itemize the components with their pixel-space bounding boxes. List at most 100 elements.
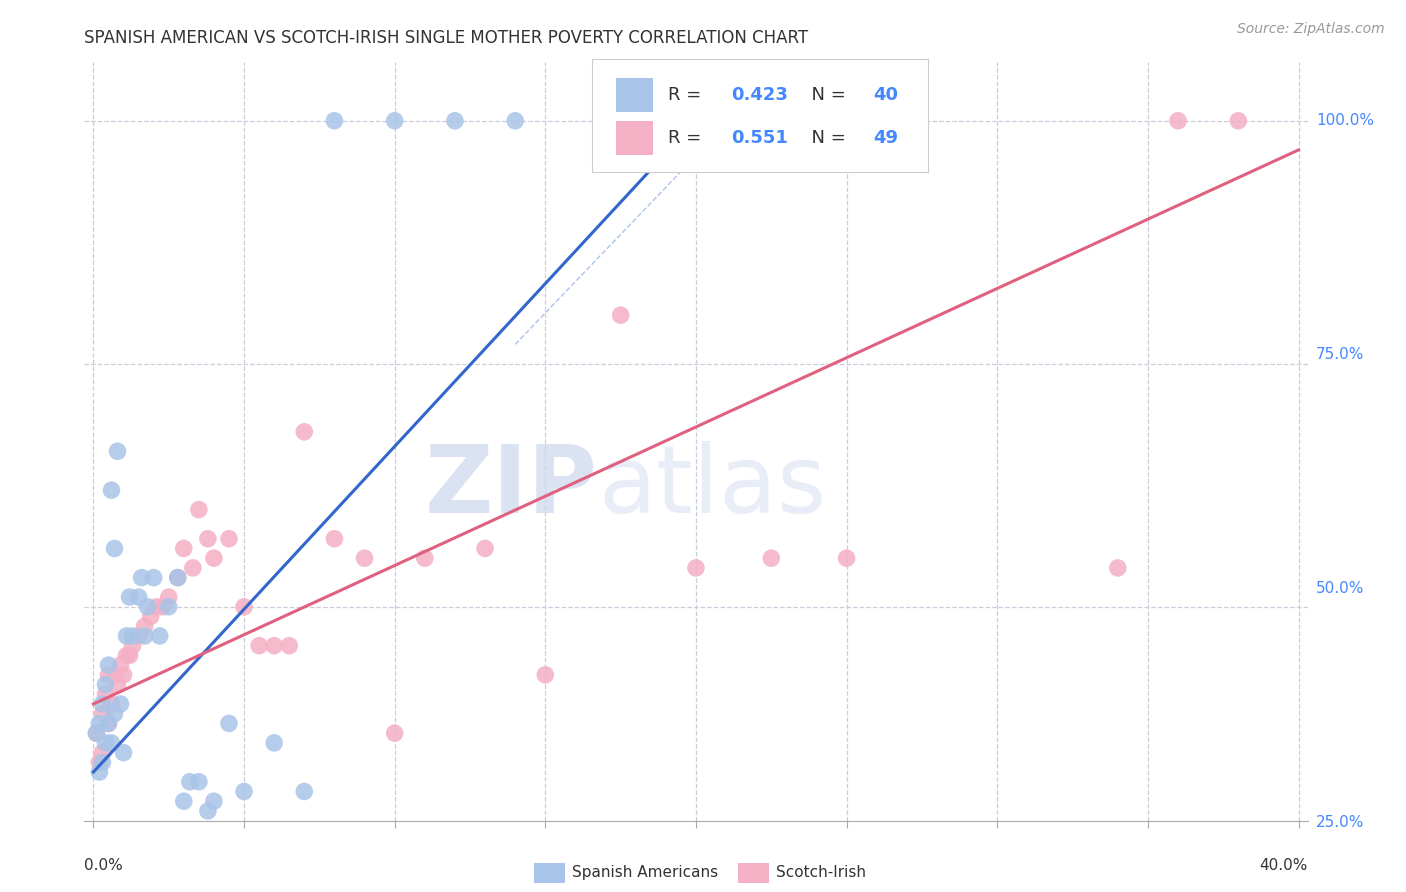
FancyBboxPatch shape [592, 59, 928, 172]
Point [91, 746, 114, 760]
Point [118, 590, 141, 604]
Text: N =: N = [800, 86, 852, 104]
Point [263, 736, 285, 750]
Point [139, 609, 162, 624]
Text: 49: 49 [873, 129, 898, 147]
Point [107, 677, 129, 691]
Point [145, 599, 167, 614]
Point [292, 425, 315, 439]
Point [323, 532, 346, 546]
Point [103, 541, 125, 556]
Text: 0.551: 0.551 [731, 129, 789, 147]
Point [94, 736, 117, 750]
Point [91, 706, 114, 721]
Point [202, 794, 225, 808]
Point [134, 619, 156, 633]
Point [384, 726, 406, 740]
Point [149, 629, 172, 643]
Point [233, 599, 256, 614]
Point [197, 804, 219, 818]
Point [353, 551, 375, 566]
Point [86, 726, 108, 740]
Text: Scotch-Irish: Scotch-Irish [776, 865, 866, 880]
Point [197, 532, 219, 546]
Point [179, 774, 201, 789]
Point [89, 756, 111, 770]
Text: ZIP: ZIP [425, 441, 598, 533]
Point [202, 551, 225, 566]
Point [292, 784, 315, 798]
Point [134, 629, 156, 643]
Point [91, 756, 114, 770]
Text: 40.0%: 40.0% [1260, 858, 1308, 873]
Point [152, 599, 174, 614]
Point [278, 639, 301, 653]
Point [100, 483, 122, 497]
Point [94, 687, 117, 701]
Point [534, 668, 557, 682]
Text: atlas: atlas [598, 441, 827, 533]
Text: 0.423: 0.423 [731, 86, 789, 104]
Point [444, 113, 467, 128]
Point [835, 551, 858, 566]
Point [110, 697, 132, 711]
Point [157, 599, 180, 614]
Text: Source: ZipAtlas.com: Source: ZipAtlas.com [1237, 22, 1385, 37]
Point [761, 551, 783, 566]
Point [166, 571, 188, 585]
Point [131, 571, 153, 585]
Point [89, 716, 111, 731]
Point [103, 706, 125, 721]
Point [115, 629, 138, 643]
Point [121, 629, 143, 643]
Text: SPANISH AMERICAN VS SCOTCH-IRISH SINGLE MOTHER POVERTY CORRELATION CHART: SPANISH AMERICAN VS SCOTCH-IRISH SINGLE … [84, 29, 808, 47]
Point [247, 639, 270, 653]
Text: N =: N = [800, 129, 852, 147]
Point [218, 716, 240, 731]
Point [97, 668, 120, 682]
Text: 40: 40 [873, 86, 898, 104]
Bar [616, 121, 654, 155]
Point [187, 502, 209, 516]
Point [384, 113, 406, 128]
Point [173, 541, 195, 556]
Point [1227, 113, 1250, 128]
Point [263, 639, 285, 653]
Point [97, 658, 120, 673]
Point [112, 746, 135, 760]
Point [685, 561, 707, 575]
Point [136, 599, 159, 614]
Text: Spanish Americans: Spanish Americans [572, 865, 718, 880]
Point [121, 639, 143, 653]
Point [181, 561, 204, 575]
Text: R =: R = [668, 129, 707, 147]
Point [911, 871, 934, 886]
Point [128, 629, 150, 643]
Point [157, 590, 180, 604]
Point [107, 444, 129, 458]
Point [110, 658, 132, 673]
Point [218, 532, 240, 546]
Text: R =: R = [668, 86, 707, 104]
Point [100, 697, 122, 711]
Point [1167, 113, 1189, 128]
Point [103, 668, 125, 682]
Point [97, 716, 120, 731]
Point [86, 726, 108, 740]
Text: 0.0%: 0.0% [84, 858, 124, 873]
Point [115, 648, 138, 663]
Bar [616, 78, 654, 112]
Point [91, 697, 114, 711]
Point [503, 113, 526, 128]
Point [609, 308, 631, 322]
Point [986, 853, 1008, 867]
Point [173, 794, 195, 808]
Point [89, 765, 111, 780]
Point [112, 668, 135, 682]
Point [128, 590, 150, 604]
Point [97, 716, 120, 731]
Point [323, 113, 346, 128]
Point [100, 736, 122, 750]
Point [142, 571, 165, 585]
Point [413, 551, 436, 566]
